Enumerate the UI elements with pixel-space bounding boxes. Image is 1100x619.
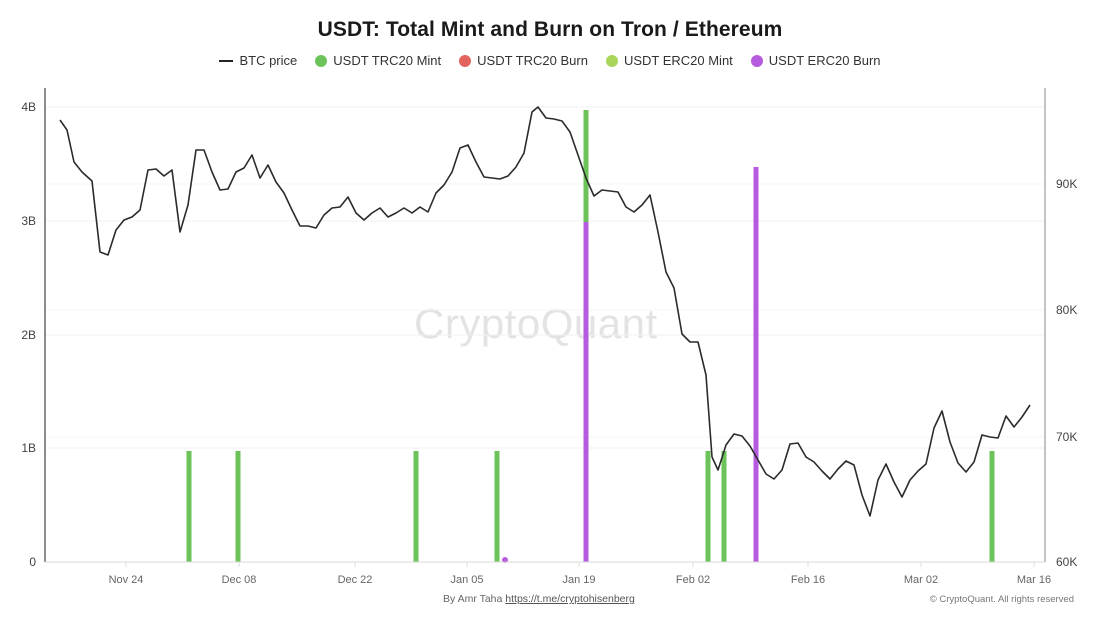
left-axis-tick: 3B (21, 214, 36, 228)
right-axis-tick: 60K (1056, 555, 1077, 569)
left-axis-tick: 1B (21, 441, 36, 455)
legend-label: USDT TRC20 Mint (333, 53, 442, 68)
line-swatch-icon (219, 59, 234, 62)
chart-title: USDT: Total Mint and Burn on Tron / Ethe… (317, 18, 783, 41)
right-axis-tick: 70K (1056, 430, 1077, 444)
left-axis-tick: 0 (29, 555, 36, 569)
x-axis-tick: Dec 08 (222, 574, 257, 586)
legend-label: BTC price (239, 53, 298, 68)
author-prefix: By Amr Taha (443, 593, 503, 605)
x-axis-tick: Mar 16 (1017, 574, 1051, 586)
chart-legend: BTC price USDT TRC20 Mint USDT TRC20 Bur… (0, 53, 1100, 68)
right-axis-tick: 90K (1056, 177, 1077, 191)
legend-item-btc-price[interactable]: BTC price (219, 53, 297, 68)
copyright: © CryptoQuant. All rights reserved (929, 594, 1074, 605)
dot-swatch-icon (315, 54, 328, 67)
left-axis-tick: 2B (21, 328, 36, 342)
bar-series (186, 110, 995, 563)
btc-price-line (59, 106, 1031, 517)
x-axis-tick: Jan 05 (450, 574, 483, 586)
author-link[interactable]: https://t.me/cryptohisenberg (505, 593, 635, 605)
legend-item-erc20-burn[interactable]: USDT ERC20 Burn (750, 53, 881, 68)
x-axis-tick: Dec 22 (338, 574, 373, 586)
x-axis-tick: Feb 16 (791, 574, 825, 586)
x-axis-tick: Nov 24 (109, 574, 144, 586)
dot-swatch-icon (605, 54, 618, 67)
legend-item-erc20-mint[interactable]: USDT ERC20 Mint (605, 53, 733, 68)
legend-label: USDT TRC20 Burn (477, 53, 588, 68)
legend-item-trc20-mint[interactable]: USDT TRC20 Mint (315, 53, 441, 68)
legend-item-trc20-burn[interactable]: USDT TRC20 Burn (459, 53, 588, 68)
legend-label: USDT ERC20 Mint (623, 53, 733, 68)
left-axis-tick: 4B (21, 100, 36, 114)
dot-swatch-icon (459, 54, 472, 67)
right-axis-tick: 80K (1056, 303, 1077, 317)
x-axis-tick: Mar 02 (904, 574, 938, 586)
gridlines (45, 106, 1045, 563)
axes: 0 1B 2B 3B 4B 60K 70K 80K 90K Nov 24 Dec 08 Dec 22 J… (21, 88, 1077, 586)
x-axis-tick: Jan 19 (562, 574, 595, 586)
author-credit: By Amr Taha https://t.me/cryptohisenberg (443, 593, 635, 605)
x-axis-tick: Feb 02 (676, 574, 710, 586)
btc-price-polyline (59, 106, 1031, 517)
dot-swatch-icon (750, 54, 763, 67)
legend-label: USDT ERC20 Burn (768, 53, 881, 68)
